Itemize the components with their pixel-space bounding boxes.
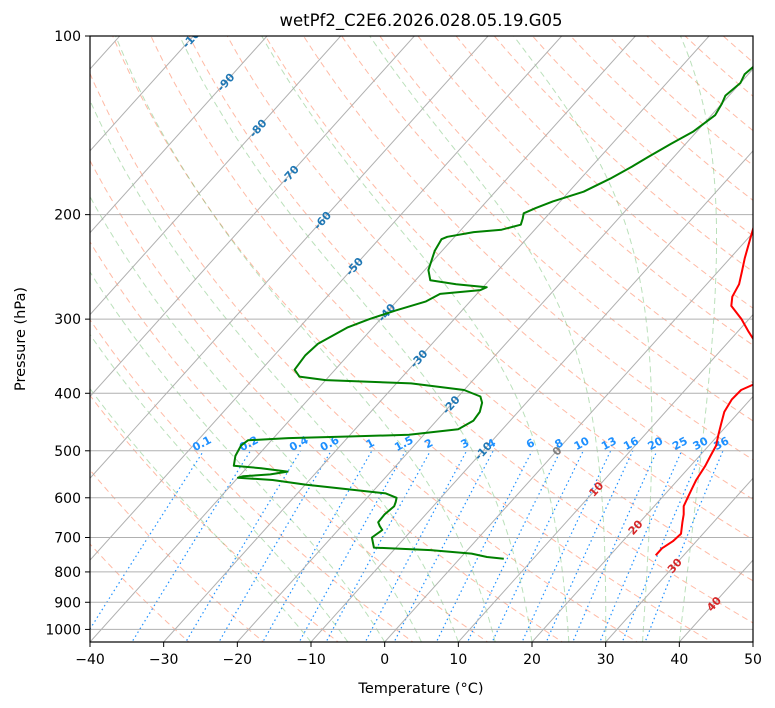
x-tick-label: −10	[296, 652, 326, 668]
x-tick-label: 20	[523, 652, 541, 668]
mixing-ratio-lines	[90, 450, 724, 642]
x-tick-label: −20	[223, 652, 253, 668]
isotherm-line	[90, 36, 637, 642]
moist-adiabat	[90, 270, 386, 642]
moist-adiabat	[179, 36, 533, 642]
mixing-ratio-label: 30	[691, 434, 711, 453]
isobar-grid	[90, 36, 753, 630]
y-tick-label: 700	[54, 531, 81, 547]
x-tick-label: 0	[380, 652, 389, 668]
dry-adiabat	[569, 36, 753, 201]
x-axis-label: Temperature (°C)	[357, 681, 483, 697]
dry-adiabat	[90, 159, 564, 642]
isotherm-line	[457, 313, 753, 642]
x-axis: −40 −30 −20 −10 0 10 20 30 40 50	[75, 642, 762, 668]
plot-frame	[89, 35, 754, 643]
isotherm-line	[752, 641, 753, 642]
isotherm-line	[383, 231, 753, 642]
mixing-ratio-line	[185, 450, 302, 642]
y-tick-label: 500	[54, 444, 81, 460]
mixing-ratio-line	[545, 450, 634, 642]
isotherm-line	[0, 9, 71, 654]
isotherm-line	[531, 395, 753, 642]
mixing-ratio-label: 16	[621, 434, 641, 453]
dry-adiabat	[90, 394, 340, 642]
mixing-ratio-label: 13	[599, 434, 619, 453]
mixing-ratio-label: 3	[459, 436, 472, 451]
isotherm-line	[310, 150, 753, 642]
dry-adiabat	[112, 36, 713, 642]
dry-adiabat	[341, 36, 753, 422]
y-tick-label: 600	[54, 491, 81, 507]
mixing-ratio-line	[90, 450, 205, 631]
dry-adiabat	[226, 36, 753, 541]
dewpoint-line	[232, 65, 753, 560]
mixing-ratio-label: 2	[422, 436, 435, 451]
isotherm-line	[90, 36, 416, 398]
dry-adiabat	[646, 36, 753, 132]
mixing-ratio-label: 10	[572, 434, 592, 453]
y-tick-label: 200	[54, 208, 81, 224]
mixing-ratio-line	[298, 450, 407, 642]
y-tick-label: 100	[54, 29, 81, 45]
mixing-ratio-line	[599, 450, 683, 642]
dry-adiabat	[90, 72, 638, 642]
dry-adiabat	[417, 36, 753, 346]
mixing-ratio-line	[491, 450, 584, 642]
isotherm-line	[90, 36, 342, 316]
dry-adiabat	[493, 36, 753, 273]
x-tick-label: −30	[149, 652, 179, 668]
isotherm-grid	[0, 9, 753, 654]
moist-adiabats	[90, 36, 717, 642]
mixing-ratio-line	[466, 450, 562, 642]
temperature-line	[654, 222, 753, 556]
isotherm-line	[604, 477, 753, 642]
moist-adiabat	[90, 333, 349, 642]
moist-adiabat	[513, 36, 653, 642]
moist-adiabat	[115, 36, 496, 642]
plot-area: -100-90-80-70-60-50-40-30-20-10 010203040…	[0, 9, 753, 654]
y-tick-label: 900	[54, 595, 81, 611]
dry-adiabat	[188, 36, 753, 582]
dry-adiabat	[90, 469, 265, 642]
isotherm-line	[90, 36, 268, 234]
x-tick-label: 30	[597, 652, 615, 668]
dry-adiabat	[722, 36, 753, 63]
x-tick-label: 10	[449, 652, 467, 668]
isotherm-line	[162, 36, 710, 642]
dry-adiabat	[90, 318, 414, 642]
isotherm-line	[90, 36, 489, 480]
mixing-ratio-line	[572, 450, 658, 642]
x-tick-label: 50	[744, 652, 762, 668]
y-tick-label: 400	[54, 386, 81, 402]
y-axis: 100 200 300 400 500 600 700 800 900 1000	[45, 29, 90, 638]
chart-title: wetPf2_C2E6.2026.028.05.19.G05	[279, 11, 562, 31]
moist-adiabat	[678, 36, 717, 642]
y-tick-label: 300	[54, 312, 81, 328]
moist-adiabat	[261, 36, 570, 642]
mixing-ratio-label: 25	[670, 434, 690, 453]
dry-adiabat	[264, 36, 753, 500]
x-tick-label: −40	[75, 652, 105, 668]
mixing-ratio-line	[521, 450, 612, 642]
y-tick-label: 1000	[45, 622, 81, 638]
isotherm-line	[236, 68, 753, 642]
mixing-ratio-label: 20	[646, 434, 666, 453]
mixing-ratio-line	[644, 450, 724, 642]
y-axis-label: Pressure (hPa)	[13, 287, 29, 391]
moist-adiabat	[90, 195, 422, 642]
moist-adiabat	[90, 99, 459, 642]
isotherm-line	[90, 36, 563, 561]
dry-adiabat	[608, 36, 753, 166]
mixing-ratio-line	[435, 450, 533, 642]
mixing-ratio-line	[218, 450, 332, 642]
x-tick-label: 40	[670, 652, 688, 668]
sounding-profiles	[232, 65, 753, 560]
isotherm-line	[90, 36, 195, 152]
y-tick-label: 800	[54, 565, 81, 581]
moist-adiabat	[369, 36, 607, 642]
